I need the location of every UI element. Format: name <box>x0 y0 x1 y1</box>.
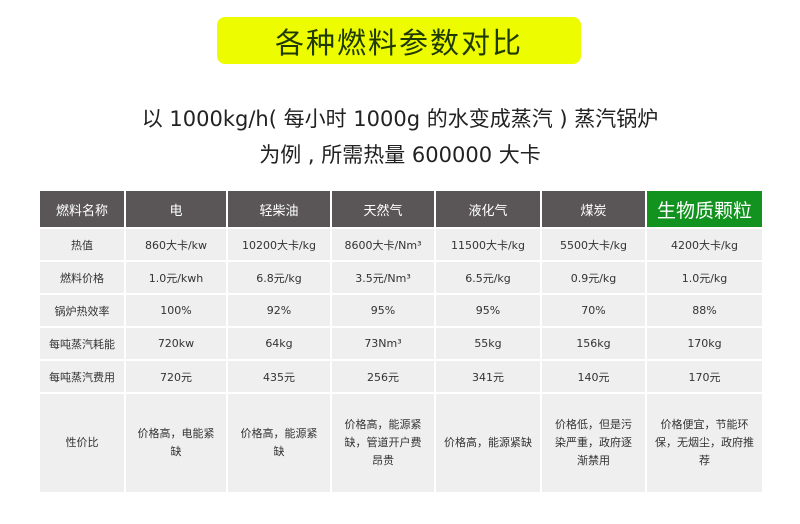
header-cell: 天然气 <box>330 189 436 229</box>
page-title: 各种燃料参数对比 <box>274 25 523 60</box>
table-cell: 73Nm³ <box>330 326 436 361</box>
row-label: 热值 <box>38 227 126 262</box>
header-row: 燃料名称 电 轻柴油 天然气 液化气 煤炭 生物质颗粒 <box>38 189 764 229</box>
table-cell: 价格高，电能紧缺 <box>124 392 228 494</box>
table-cell: 价格高，能源紧缺，管道开户费昂贵 <box>330 392 436 494</box>
table-row: 性价比 价格高，电能紧缺 价格高，能源紧缺 价格高，能源紧缺，管道开户费昂贵 价格高，能… <box>38 392 764 494</box>
row-label: 锅炉热效率 <box>38 293 126 328</box>
header-cell-highlight: 生物质颗粒 <box>645 189 764 229</box>
subtitle-line-1: 以 1000kg/h( 每小时 1000g 的水变成蒸汽 ) 蒸汽锅炉 <box>141 107 659 131</box>
table-cell: 55kg <box>434 326 542 361</box>
subtitle-line-2: 为例 , 所需热量 600000 大卡 <box>259 143 541 167</box>
row-label: 性价比 <box>38 392 126 494</box>
header-cell: 轻柴油 <box>226 189 332 229</box>
table-cell: 1.0元/kg <box>645 260 764 295</box>
table-cell: 170kg <box>645 326 764 361</box>
header-cell: 煤炭 <box>540 189 647 229</box>
table-cell: 341元 <box>434 359 542 394</box>
row-label: 每吨蒸汽费用 <box>38 359 126 394</box>
table-cell: 256元 <box>330 359 436 394</box>
table-cell: 720元 <box>124 359 228 394</box>
title-banner: 各种燃料参数对比 <box>217 17 581 64</box>
table-cell: 11500大卡/kg <box>434 227 542 262</box>
table-cell: 0.9元/kg <box>540 260 647 295</box>
table-cell: 88% <box>645 293 764 328</box>
header-cell: 电 <box>124 189 228 229</box>
fuel-comparison-table: 燃料名称 电 轻柴油 天然气 液化气 煤炭 生物质颗粒 热值 860大卡/kw 10… <box>38 189 764 494</box>
table-cell: 4200大卡/kg <box>645 227 764 262</box>
table-cell: 720kw <box>124 326 228 361</box>
table-cell: 170元 <box>645 359 764 394</box>
table-cell: 10200大卡/kg <box>226 227 332 262</box>
table-cell: 6.8元/kg <box>226 260 332 295</box>
table-row: 锅炉热效率 100% 92% 95% 95% 70% 88% <box>38 293 764 328</box>
row-label: 每吨蒸汽耗能 <box>38 326 126 361</box>
table-row: 热值 860大卡/kw 10200大卡/kg 8600大卡/Nm³ 11500大卡/kg… <box>38 227 764 262</box>
table-cell: 92% <box>226 293 332 328</box>
table-cell: 1.0元/kwh <box>124 260 228 295</box>
table-cell: 价格低，但是污染严重，政府逐渐禁用 <box>540 392 647 494</box>
table-cell: 5500大卡/kg <box>540 227 647 262</box>
table-row: 每吨蒸汽费用 720元 435元 256元 341元 140元 170元 <box>38 359 764 394</box>
table-cell: 70% <box>540 293 647 328</box>
table-cell: 64kg <box>226 326 332 361</box>
row-label: 燃料价格 <box>38 260 126 295</box>
table-cell: 3.5元/Nm³ <box>330 260 436 295</box>
table-cell: 140元 <box>540 359 647 394</box>
table-cell: 156kg <box>540 326 647 361</box>
table-row: 燃料价格 1.0元/kwh 6.8元/kg 3.5元/Nm³ 6.5元/kg 0.9元/k… <box>38 260 764 295</box>
table-cell: 价格高，能源紧缺 <box>434 392 542 494</box>
table-cell: 8600大卡/Nm³ <box>330 227 436 262</box>
header-cell: 燃料名称 <box>38 189 126 229</box>
table-cell: 6.5元/kg <box>434 260 542 295</box>
table-row: 每吨蒸汽耗能 720kw 64kg 73Nm³ 55kg 156kg 170kg <box>38 326 764 361</box>
table-cell: 435元 <box>226 359 332 394</box>
table-cell: 95% <box>330 293 436 328</box>
header-cell: 液化气 <box>434 189 542 229</box>
table-cell: 95% <box>434 293 542 328</box>
table-cell: 价格便宜，节能环保，无烟尘，政府推荐 <box>645 392 764 494</box>
table-cell: 860大卡/kw <box>124 227 228 262</box>
table-cell: 价格高，能源紧缺 <box>226 392 332 494</box>
table-cell: 100% <box>124 293 228 328</box>
